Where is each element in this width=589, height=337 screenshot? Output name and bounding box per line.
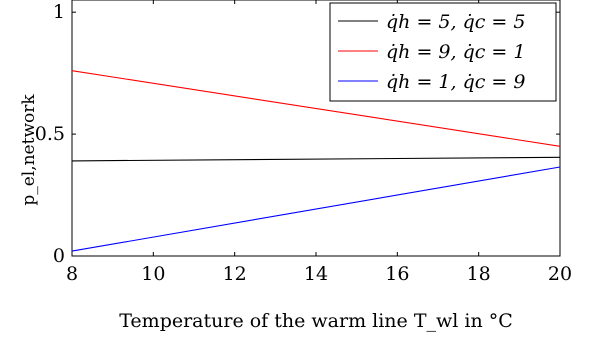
series-line-1 xyxy=(71,156,561,162)
series-lines xyxy=(71,70,561,252)
y-tick-label: 0.5 xyxy=(35,123,65,145)
y-axis-label: p_el,network xyxy=(19,94,39,206)
legend-label-3: q̇h = 1, q̇c = 9 xyxy=(386,71,525,93)
series-line-3 xyxy=(71,166,561,252)
x-tick-label: 20 xyxy=(548,263,572,285)
x-tick-label: 10 xyxy=(141,263,165,285)
y-axis: 0 0.5 1 p_el,network xyxy=(19,1,560,267)
x-axis: 8 10 12 14 16 18 20 Temperature of the warm li… xyxy=(66,0,572,332)
y-tick-label: 0 xyxy=(53,245,65,267)
series-line-2 xyxy=(71,70,561,147)
legend-box xyxy=(329,2,557,102)
x-tick-label: 8 xyxy=(66,263,78,285)
x-tick-label: 12 xyxy=(223,263,247,285)
x-tick-label: 16 xyxy=(385,263,409,285)
y-tick-label: 1 xyxy=(53,1,65,23)
legend-label-1: q̇h = 5, q̇c = 5 xyxy=(386,11,525,33)
x-tick-label: 14 xyxy=(304,263,328,285)
x-axis-label: Temperature of the warm line T_wl in °C xyxy=(119,310,513,332)
x-tick-label: 18 xyxy=(467,263,491,285)
legend-label-2: q̇h = 9, q̇c = 1 xyxy=(386,41,525,63)
legend: q̇h = 5, q̇c = 5 q̇h = 9, q̇c = 1 q̇h = 1,… xyxy=(329,2,557,102)
